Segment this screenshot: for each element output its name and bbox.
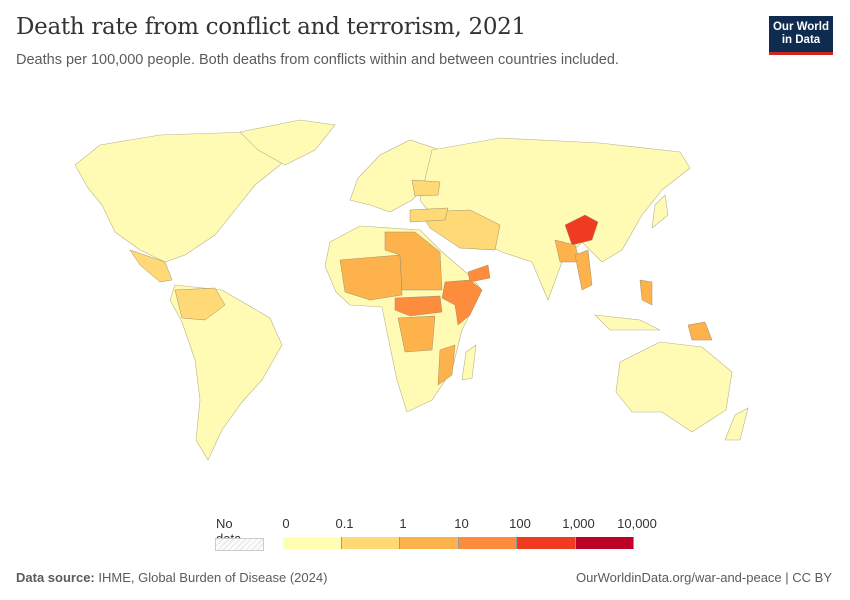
legend-tick: 100 xyxy=(509,516,531,531)
country-dr-congo[interactable] xyxy=(397,315,436,353)
country-colombia-venezuela[interactable] xyxy=(174,287,226,321)
country-yemen[interactable] xyxy=(467,264,491,283)
color-scale xyxy=(283,537,634,549)
footer-link[interactable]: OurWorldinData.org/war-and-peace | CC BY xyxy=(575,570,832,585)
chart-subtitle: Deaths per 100,000 people. Both deaths f… xyxy=(16,52,619,68)
country-mozambique[interactable] xyxy=(437,344,456,386)
madagascar xyxy=(461,344,477,381)
legend-bin-2[interactable] xyxy=(400,537,459,549)
south-america xyxy=(169,284,283,461)
country-mexico-central-america[interactable] xyxy=(129,249,173,283)
country-myanmar[interactable] xyxy=(574,249,593,291)
legend-tick: 10,000 xyxy=(617,516,657,531)
country-papua-new-guinea[interactable] xyxy=(687,321,713,341)
country-ukraine[interactable] xyxy=(411,179,441,197)
source-text: IHME, Global Burden of Disease (2024) xyxy=(98,570,328,585)
north-america xyxy=(74,131,301,263)
country-afghanistan[interactable] xyxy=(564,214,599,246)
chart-title: Death rate from conflict and terrorism, … xyxy=(16,14,526,40)
logo-line-1: Our World xyxy=(772,21,829,33)
greenland xyxy=(239,119,336,166)
legend-tick: 1,000 xyxy=(562,516,595,531)
indonesia xyxy=(594,314,661,331)
legend-tick: 0 xyxy=(282,516,290,531)
legend-bin-4[interactable] xyxy=(517,537,576,549)
australia xyxy=(615,341,733,433)
no-data-swatch xyxy=(215,538,264,551)
country-sahel[interactable] xyxy=(339,254,403,301)
logo-line-2: in Data xyxy=(781,34,821,46)
world-map[interactable] xyxy=(0,100,850,500)
country-turkey[interactable] xyxy=(409,207,449,223)
source-label: Data source: xyxy=(16,570,95,585)
data-source: Data source: IHME, Global Burden of Dise… xyxy=(16,570,327,585)
legend-tick: 0.1 xyxy=(335,516,354,531)
country-libya-sudan[interactable] xyxy=(384,231,443,291)
country-philippines[interactable] xyxy=(639,279,653,306)
legend-bin-3[interactable] xyxy=(458,537,517,549)
legend-bin-0[interactable] xyxy=(283,537,342,549)
legend-tick: 10 xyxy=(454,516,469,531)
owid-logo[interactable]: Our World in Data xyxy=(769,16,833,55)
legend-bin-5[interactable] xyxy=(575,537,634,549)
legend-bin-1[interactable] xyxy=(341,537,400,549)
new-zealand xyxy=(724,407,749,441)
legend-tick: 1 xyxy=(399,516,407,531)
country-south-sudan-car[interactable] xyxy=(394,295,443,317)
country-somalia-ethiopia[interactable] xyxy=(441,279,483,326)
japan xyxy=(651,194,669,229)
